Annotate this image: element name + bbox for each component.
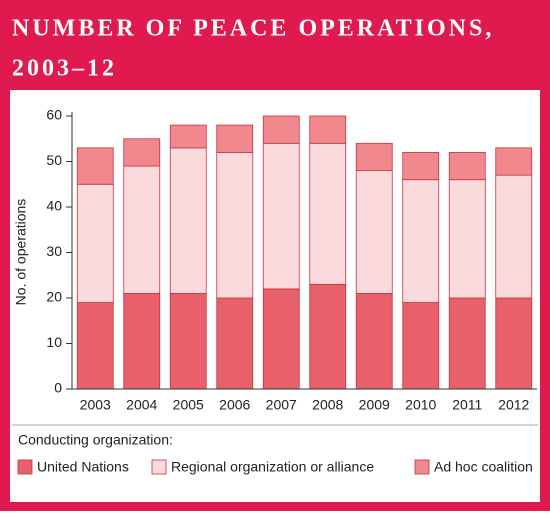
y-tick-label: 30: [46, 243, 62, 259]
legend-swatch: [151, 459, 167, 475]
x-tick-label: 2008: [312, 397, 343, 413]
chart-title: NUMBER OF PEACE OPERATIONS,: [12, 16, 494, 42]
bar-segment: [262, 115, 300, 144]
y-tick-label: 0: [54, 380, 62, 396]
bar-segment: [402, 302, 440, 390]
bar-segment: [309, 115, 347, 144]
bar-segment: [262, 142, 300, 290]
bar-segment: [76, 302, 114, 390]
bar-segment: [123, 293, 161, 390]
chart-title: 2003–12: [12, 56, 117, 82]
bar-segment: [169, 124, 207, 149]
legend-label: United Nations: [37, 459, 129, 475]
bar-segment: [309, 142, 347, 285]
bar-segment: [495, 147, 533, 176]
bar-segment: [355, 293, 393, 390]
x-tick-label: 2011: [452, 397, 482, 413]
x-tick-label: 2005: [173, 397, 204, 413]
bar-segment: [76, 147, 114, 185]
bar-segment: [76, 183, 114, 303]
x-tick-label: 2006: [219, 397, 250, 413]
x-tick-label: 2004: [126, 397, 157, 413]
legend-title: Conducting organization:: [18, 432, 173, 448]
bar-segment: [355, 170, 393, 294]
y-tick-label: 60: [46, 107, 62, 123]
bar-segment: [262, 288, 300, 390]
legend-swatch: [414, 459, 430, 475]
bar-segment: [169, 147, 207, 294]
bar-segment: [169, 293, 207, 390]
bar-segment: [448, 151, 486, 181]
x-tick-label: 2010: [405, 397, 436, 413]
x-tick-label: 2003: [80, 397, 111, 413]
bar-segment: [216, 297, 254, 390]
bar-segment: [216, 124, 254, 153]
bar-segment: [355, 142, 393, 172]
bar-segment: [495, 174, 533, 299]
y-axis-label: No. of operations: [13, 199, 29, 306]
y-tick-label: 10: [46, 334, 62, 350]
x-tick-label: 2007: [266, 397, 297, 413]
bar-segment: [216, 151, 254, 299]
bar-segment: [448, 179, 486, 299]
y-tick-label: 20: [46, 289, 62, 305]
bar-segment: [123, 138, 161, 167]
bar-segment: [402, 179, 440, 303]
x-tick-label: 2012: [498, 397, 529, 413]
legend-swatch: [17, 459, 33, 475]
x-tick-label: 2009: [359, 397, 390, 413]
bar-segment: [448, 297, 486, 390]
legend-label: Ad hoc coalition: [434, 459, 533, 475]
bar-segment: [402, 151, 440, 181]
y-tick-label: 40: [46, 198, 62, 214]
y-tick-label: 50: [46, 152, 62, 168]
bar-segment: [495, 297, 533, 390]
legend-label: Regional organization or alliance: [171, 459, 374, 475]
bar-segment: [123, 165, 161, 294]
bar-segment: [309, 283, 347, 390]
